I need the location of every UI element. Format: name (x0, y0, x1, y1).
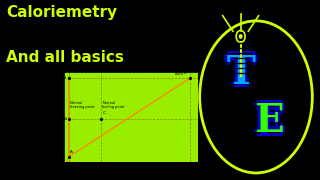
Text: E: E (254, 105, 284, 144)
Text: T: T (224, 54, 252, 92)
Text: E: E (254, 99, 284, 137)
Text: E: E (254, 102, 284, 140)
Text: C: C (102, 111, 106, 116)
Text: Critical
Point: Critical Point (173, 67, 185, 76)
Text: T: T (229, 54, 258, 92)
Text: 217.75
(Critical
pressure): 217.75 (Critical pressure) (28, 72, 43, 85)
Text: Triple
point: Triple point (70, 165, 80, 174)
Text: T: T (226, 54, 255, 92)
Text: E: E (252, 102, 281, 140)
Text: And all basics: And all basics (6, 50, 124, 65)
Text: Caloriemetry: Caloriemetry (6, 5, 117, 20)
Title: Phase Diagram for Water: Phase Diagram for Water (100, 65, 162, 70)
Y-axis label: Pressure in atm: Pressure in atm (38, 98, 43, 136)
Text: E: E (184, 71, 187, 75)
Text: Normal
boiling point: Normal boiling point (102, 101, 124, 109)
Text: D: D (63, 76, 66, 80)
Text: A: A (70, 150, 73, 154)
Text: Normal
freezing point: Normal freezing point (70, 101, 94, 109)
Text: T: T (226, 57, 255, 95)
Text: B: B (63, 116, 66, 121)
Text: E: E (257, 102, 286, 140)
Text: T: T (226, 50, 255, 88)
Circle shape (239, 35, 242, 38)
X-axis label: Temperature in °C: Temperature in °C (109, 174, 154, 179)
